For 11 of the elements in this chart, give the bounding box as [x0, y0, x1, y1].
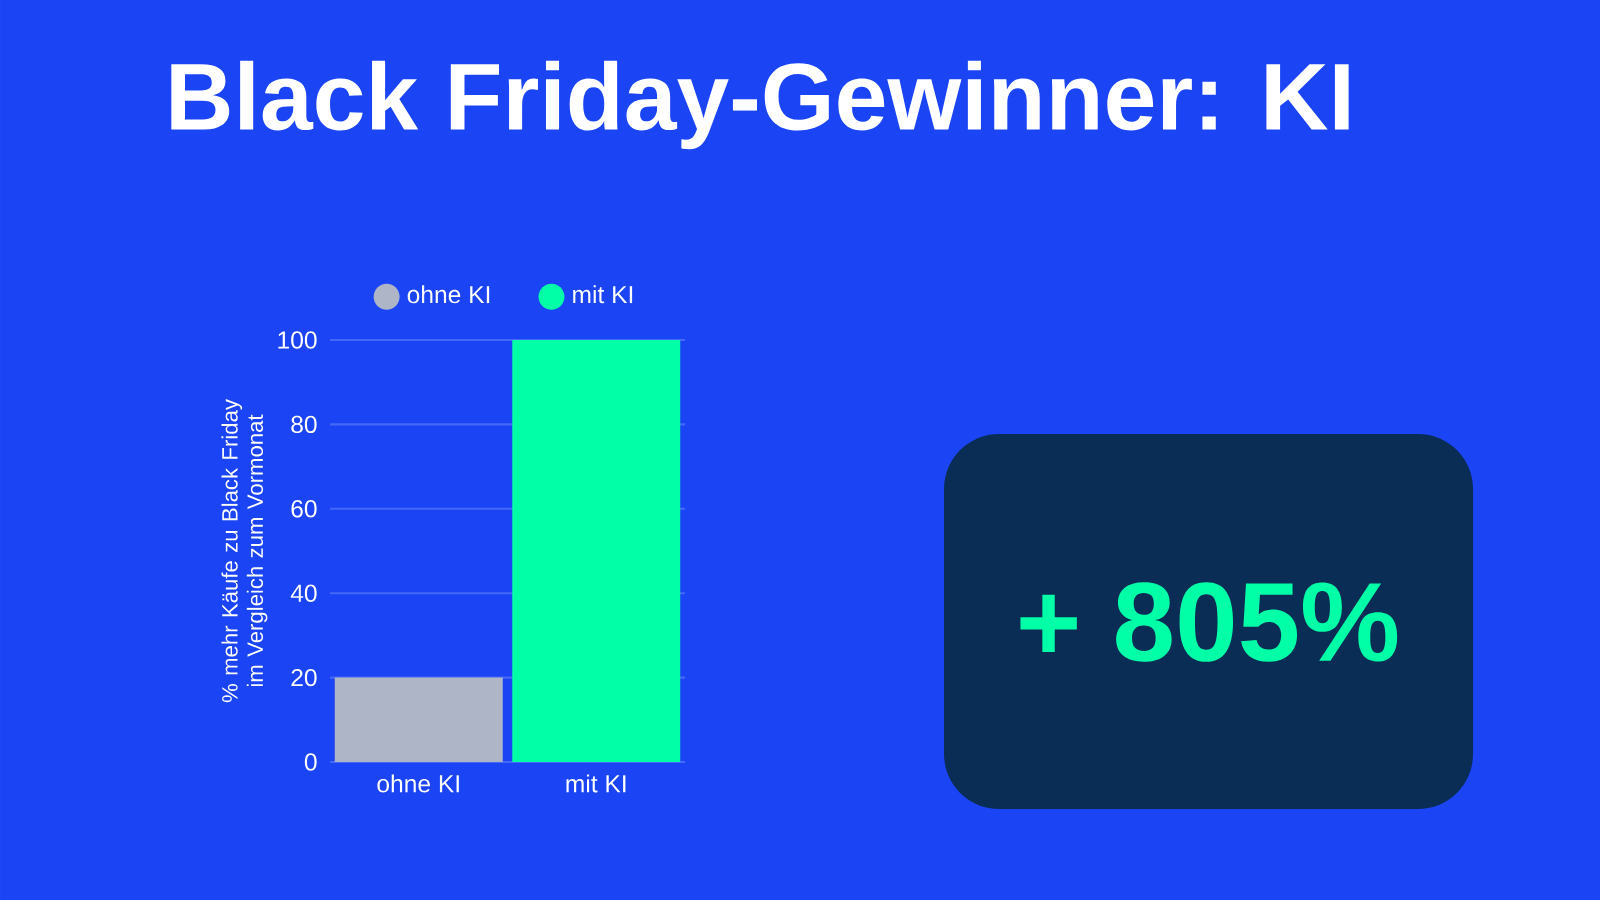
- y-tick-label: 20: [291, 668, 317, 687]
- text: + 805%: [1020, 582, 1398, 662]
- legend-label: mit KI: [573, 285, 633, 304]
- y-tick-label: 0: [304, 753, 317, 771]
- y-tick-label: 100: [278, 331, 317, 349]
- y-axis-title: % mehr Käufe zu Black Friday im Vergleich zum Vormonat: [221, 399, 268, 703]
- chart-title: Black Friday-Gewinner: KI: [171, 60, 1349, 150]
- y-tick-label: 40: [290, 584, 317, 602]
- y-tick-label: 60: [291, 500, 317, 518]
- y-tick-label: 80: [291, 415, 317, 434]
- legend-label: ohne KI: [407, 285, 490, 304]
